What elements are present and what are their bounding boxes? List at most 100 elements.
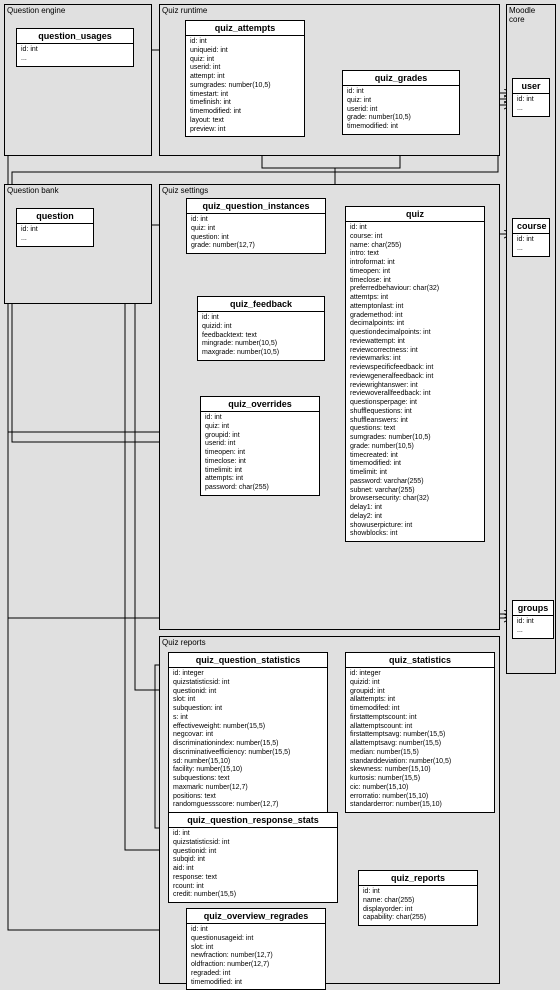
entity-quiz_question_response_stats: quiz_question_response_statsid: intquizs…: [168, 812, 338, 903]
entity-title: quiz_reports: [359, 871, 477, 886]
entity-body: id: intquiz: intuserid: intgrade: number…: [343, 86, 459, 134]
entity-field: reviewattempt: int: [350, 338, 480, 347]
entity-field: capability: char(255): [363, 914, 473, 923]
entity-field: id: int: [21, 226, 89, 235]
entity-title: user: [513, 79, 549, 94]
entity-field: ...: [21, 235, 89, 244]
entity-field: quizid: int: [202, 323, 320, 332]
entity-field: ...: [517, 627, 549, 636]
entity-field: id: integer: [350, 670, 490, 679]
entity-field: browsersecurity: char(32): [350, 495, 480, 504]
entity-title: quiz_question_response_stats: [169, 813, 337, 828]
entity-quiz_grades: quiz_gradesid: intquiz: intuserid: intgr…: [342, 70, 460, 135]
entity-field: questiondecimalpoints: int: [350, 329, 480, 338]
entity-field: facility: number(15,10): [173, 766, 323, 775]
entity-field: allattempts: int: [350, 696, 490, 705]
group-qe: Question engine: [4, 4, 152, 156]
entity-field: timeclose: int: [205, 458, 315, 467]
entity-field: preview: int: [190, 126, 300, 135]
entity-field: ...: [517, 105, 545, 114]
entity-body: id: int...: [17, 224, 93, 246]
entity-field: rcount: int: [173, 883, 333, 892]
entity-field: question: int: [191, 234, 321, 243]
entity-body: id: integerquizstatisticsid: intquestion…: [169, 668, 327, 812]
entity-quiz_question_statistics: quiz_question_statisticsid: integerquizs…: [168, 652, 328, 813]
entity-field: uniqueid: int: [190, 47, 300, 56]
entity-field: standarderror: number(15,10): [350, 801, 490, 810]
entity-body: id: intquestionusageid: intslot: intnewf…: [187, 924, 325, 989]
entity-body: id: integerquizid: intgroupid: intallatt…: [346, 668, 494, 812]
entity-field: shufflequestions: int: [350, 408, 480, 417]
entity-title: quiz_question_instances: [187, 199, 325, 214]
entity-body: id: intquiz: intquestion: intgrade: numb…: [187, 214, 325, 253]
entity-field: positions: text: [173, 793, 323, 802]
entity-field: questions: text: [350, 425, 480, 434]
entity-field: introformat: int: [350, 259, 480, 268]
entity-title: groups: [513, 601, 553, 616]
entity-field: id: int: [350, 224, 480, 233]
entity-body: id: int...: [513, 616, 553, 638]
entity-field: id: int: [517, 236, 545, 245]
entity-field: userid: int: [347, 106, 455, 115]
entity-field: timeclose: int: [350, 277, 480, 286]
entity-title: quiz_grades: [343, 71, 459, 86]
entity-field: discriminationindex: number(15,5): [173, 740, 323, 749]
entity-field: attempts: int: [205, 475, 315, 484]
entity-title: quiz_overview_regrades: [187, 909, 325, 924]
entity-field: intro: text: [350, 250, 480, 259]
entity-body: id: intquizid: intfeedbacktext: textming…: [198, 312, 324, 360]
entity-field: name: char(255): [350, 242, 480, 251]
entity-field: id: int: [517, 96, 545, 105]
entity-field: maxmark: number(12,7): [173, 784, 323, 793]
entity-field: timefinish: int: [190, 99, 300, 108]
group-label: Quiz runtime: [160, 5, 499, 16]
entity-title: course: [513, 219, 549, 234]
entity-field: timeopen: int: [205, 449, 315, 458]
entity-field: errorratio: number(15,10): [350, 793, 490, 802]
entity-body: id: int...: [513, 234, 549, 256]
entity-field: response: text: [173, 874, 333, 883]
entity-field: password: char(255): [205, 484, 315, 493]
entity-field: reviewoverallfeedback: int: [350, 390, 480, 399]
entity-title: quiz_attempts: [186, 21, 304, 36]
entity-field: name: char(255): [363, 897, 473, 906]
entity-field: timemodified: int: [190, 108, 300, 117]
entity-field: credit: number(15,5): [173, 891, 333, 900]
entity-field: skewness: number(15,10): [350, 766, 490, 775]
entity-field: timelimit: int: [205, 467, 315, 476]
entity-field: questionid: int: [173, 848, 333, 857]
entity-field: subquestion: int: [173, 705, 323, 714]
entity-field: timemodifed: int: [350, 705, 490, 714]
entity-field: attemtps: int: [350, 294, 480, 303]
entity-field: decimalpoints: int: [350, 320, 480, 329]
entity-title: quiz_question_statistics: [169, 653, 327, 668]
entity-field: aid: int: [173, 865, 333, 874]
entity-field: sumgrades: number(10,5): [350, 434, 480, 443]
entity-quiz_feedback: quiz_feedbackid: intquizid: intfeedbackt…: [197, 296, 325, 361]
entity-field: firstattemptscount: int: [350, 714, 490, 723]
entity-field: subquestions: text: [173, 775, 323, 784]
entity-field: id: int: [517, 618, 549, 627]
entity-field: reviewcorrectness: int: [350, 347, 480, 356]
group-label: Question engine: [5, 5, 151, 16]
entity-field: course: int: [350, 233, 480, 242]
entity-field: id: int: [21, 46, 129, 55]
entity-field: password: varchar(255): [350, 478, 480, 487]
entity-field: id: int: [347, 88, 455, 97]
entity-field: discriminativeefficiency: number(15,5): [173, 749, 323, 758]
entity-field: id: int: [205, 414, 315, 423]
entity-field: quiz: int: [347, 97, 455, 106]
entity-field: questionid: int: [173, 688, 323, 697]
entity-groups: groupsid: int...: [512, 600, 554, 639]
entity-field: id: int: [191, 216, 321, 225]
entity-field: standarddeviation: number(10,5): [350, 758, 490, 767]
entity-field: layout: text: [190, 117, 300, 126]
entity-field: id: integer: [173, 670, 323, 679]
entity-body: id: int...: [17, 44, 133, 66]
entity-quiz_overview_regrades: quiz_overview_regradesid: intquestionusa…: [186, 908, 326, 990]
entity-field: timeopen: int: [350, 268, 480, 277]
connector: [94, 230, 168, 850]
entity-field: delay2: int: [350, 513, 480, 522]
entity-quiz_question_instances: quiz_question_instancesid: intquiz: intq…: [186, 198, 326, 254]
entity-body: id: intname: char(255)displayorder: intc…: [359, 886, 477, 925]
